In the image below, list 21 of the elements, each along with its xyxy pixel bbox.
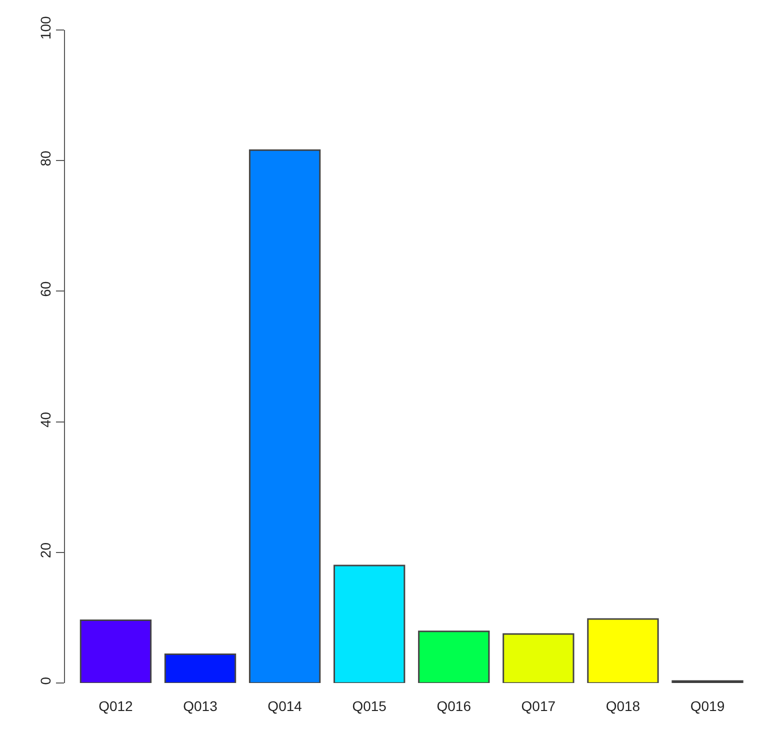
y-tick-label: 100 bbox=[37, 16, 54, 40]
y-tick-label: 20 bbox=[37, 542, 54, 558]
y-tick-label: 0 bbox=[37, 676, 54, 685]
x-tick-label: Q016 bbox=[436, 698, 472, 714]
x-tick-label: Q018 bbox=[606, 698, 640, 714]
bar bbox=[587, 618, 659, 683]
bar bbox=[334, 564, 406, 683]
x-tick-label: Q012 bbox=[98, 698, 134, 714]
bar bbox=[502, 633, 574, 683]
x-tick-label: Q017 bbox=[521, 698, 556, 714]
bar bbox=[418, 630, 490, 683]
x-tick-label: Q015 bbox=[352, 698, 387, 714]
y-tick-label: 60 bbox=[37, 281, 54, 297]
x-tick-label: Q019 bbox=[690, 698, 725, 714]
bar bbox=[80, 620, 152, 683]
y-tick-label: 80 bbox=[37, 150, 54, 166]
x-tick-label: Q014 bbox=[268, 698, 302, 714]
bar bbox=[164, 654, 236, 683]
x-tick-label: Q013 bbox=[183, 698, 218, 714]
bar bbox=[248, 149, 321, 683]
y-tick-label: 40 bbox=[37, 412, 54, 428]
